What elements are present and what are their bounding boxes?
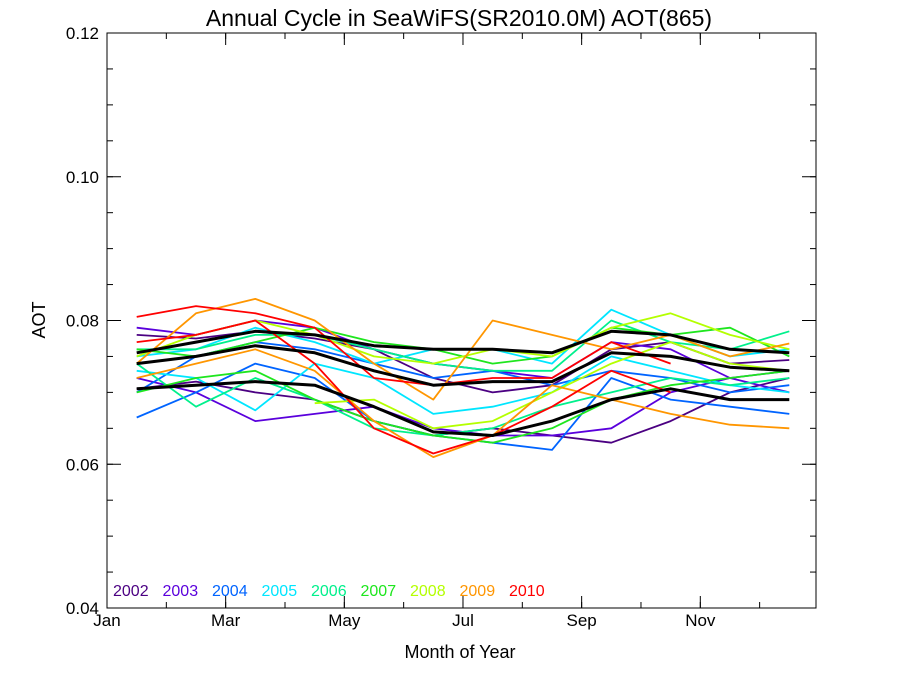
x-axis-label: Month of Year xyxy=(404,642,515,662)
series-layer xyxy=(136,298,790,458)
y-tick-label: 0.10 xyxy=(66,168,99,187)
series-line-17 xyxy=(136,305,671,387)
legend: 2002 2003 2004 2005 2006 2007 2008 2009 2010 xyxy=(113,583,545,600)
series-line-16 xyxy=(136,348,790,458)
x-tick-label: Sep xyxy=(567,611,597,630)
legend-item-2009: 2009 xyxy=(460,583,496,600)
legend-item-2008: 2008 xyxy=(410,583,446,600)
legend-item-2004: 2004 xyxy=(212,583,248,600)
series-line-7 xyxy=(136,355,790,415)
legend-item-2007: 2007 xyxy=(361,583,397,600)
legend-item-2010: 2010 xyxy=(509,583,545,600)
x-tick-label: May xyxy=(328,611,361,630)
series-line-10 xyxy=(136,319,790,372)
series-line-13 xyxy=(314,341,790,430)
y-tick-label: 0.06 xyxy=(66,455,99,474)
x-tick-label: Jul xyxy=(452,611,474,630)
legend-item-2006: 2006 xyxy=(311,583,347,600)
x-tick-label: Nov xyxy=(685,611,716,630)
series-line-4 xyxy=(136,377,790,437)
y-tick-label: 0.12 xyxy=(66,24,99,43)
legend-item-2005: 2005 xyxy=(262,583,298,600)
legend-item-2002: 2002 xyxy=(113,583,149,600)
x-tick-label: Jan xyxy=(93,611,120,630)
series-line-20 xyxy=(136,344,790,387)
plot-frame xyxy=(106,32,817,609)
y-axis-label: AOT xyxy=(29,301,49,338)
y-tick-label: 0.08 xyxy=(66,312,99,331)
chart-title: Annual Cycle in SeaWiFS(SR2010.0M) AOT(8… xyxy=(206,5,712,31)
series-line-21 xyxy=(136,380,790,437)
series-line-19 xyxy=(136,329,790,355)
tick-layer: Jan Mar May Jul Sep Nov 0.04 0.06 0.08 0.10 0.12 xyxy=(66,24,816,630)
y-tick-label: 0.04 xyxy=(66,599,99,618)
series-line-18 xyxy=(136,319,671,455)
x-tick-label: Mar xyxy=(211,611,241,630)
series-line-11 xyxy=(136,369,790,444)
legend-item-2003: 2003 xyxy=(163,583,199,600)
